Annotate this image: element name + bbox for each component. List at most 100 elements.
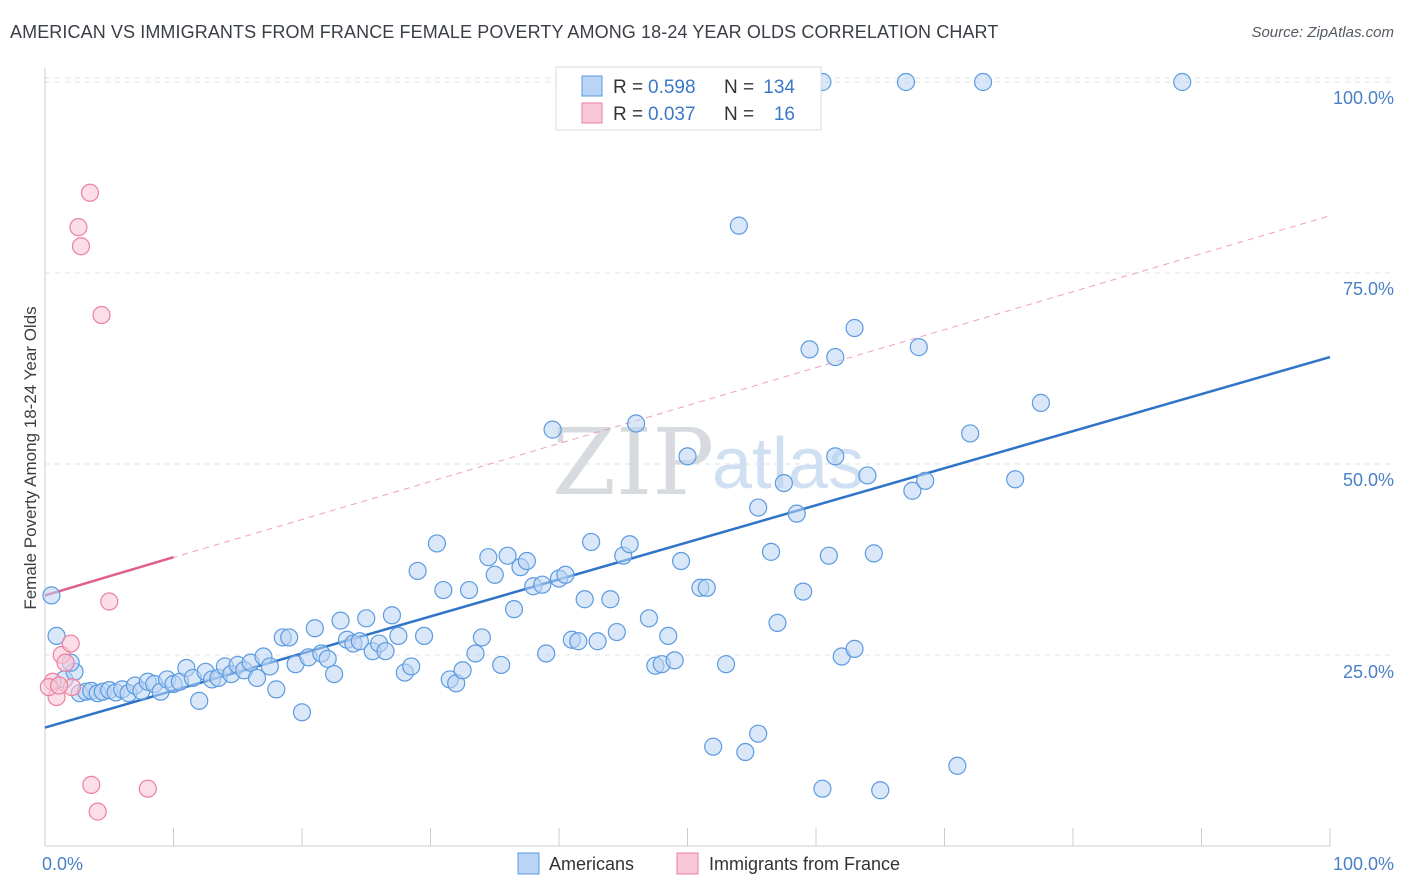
france-point xyxy=(88,802,107,821)
americans-point xyxy=(620,535,639,554)
france-point xyxy=(50,676,69,695)
correlation-legend: R = 0.598 N = 134 R = 0.037 N = 16 xyxy=(555,66,822,131)
americans-point xyxy=(427,534,447,553)
americans-point xyxy=(826,447,845,466)
americans-point xyxy=(357,609,376,628)
americans-point xyxy=(575,590,594,609)
y-axis-label: Female Poverty Among 18-24 Year Olds xyxy=(21,306,40,609)
legend-americans-r: 0.598 xyxy=(648,77,696,98)
americans-points xyxy=(42,72,1192,800)
legend-swatch-americans xyxy=(581,75,603,97)
france-points xyxy=(39,183,157,821)
americans-point xyxy=(582,532,601,552)
americans-point xyxy=(819,546,838,565)
americans-point xyxy=(813,779,832,798)
france-point xyxy=(138,779,157,798)
americans-point xyxy=(639,609,659,628)
americans-point xyxy=(1031,393,1050,412)
legend-r-label: R = xyxy=(613,77,643,98)
americans-point xyxy=(948,756,967,775)
americans-point xyxy=(794,582,813,601)
legend-n-label: N = xyxy=(724,77,754,98)
legend-r-label: R = xyxy=(613,104,643,125)
americans-point xyxy=(190,691,209,710)
americans-point xyxy=(588,632,607,651)
americans-point xyxy=(678,447,697,466)
americans-point xyxy=(533,575,552,594)
americans-point xyxy=(325,664,344,684)
americans-point xyxy=(826,347,845,367)
americans-point xyxy=(768,613,787,633)
grid xyxy=(45,77,1394,656)
americans-point xyxy=(305,619,324,638)
americans-point xyxy=(453,661,472,680)
americans-point xyxy=(665,651,684,670)
americans-point xyxy=(247,668,267,688)
americans-point xyxy=(697,578,716,597)
france-point xyxy=(56,653,75,672)
france-point xyxy=(61,634,80,653)
americans-point xyxy=(402,657,421,676)
legend-n-label: N = xyxy=(724,104,754,125)
americans-point xyxy=(543,420,562,439)
americans-point xyxy=(845,639,864,658)
americans-point xyxy=(761,542,781,561)
americans-point xyxy=(903,481,922,500)
americans-point xyxy=(916,471,935,490)
americans-point xyxy=(569,632,588,651)
americans-point xyxy=(472,628,491,647)
bottom-legend-france: Immigrants from France xyxy=(709,854,900,874)
france-point xyxy=(71,237,91,256)
americans-point xyxy=(871,781,890,800)
bottom-legend-swatch-france xyxy=(676,852,699,875)
americans-point xyxy=(704,737,723,756)
americans-point xyxy=(517,551,536,571)
france-point xyxy=(69,218,88,237)
americans-point xyxy=(537,644,556,663)
americans-point xyxy=(479,548,498,567)
americans-point xyxy=(504,600,524,619)
france-point xyxy=(82,775,101,794)
americans-point xyxy=(787,504,806,523)
americans-point xyxy=(434,580,453,600)
americans-point xyxy=(485,565,504,584)
americans-point xyxy=(729,216,749,235)
americans-point xyxy=(961,424,980,443)
americans-point xyxy=(466,644,485,663)
americans-point xyxy=(671,551,691,571)
y-tick-label: 25.0% xyxy=(1343,662,1394,682)
americans-point xyxy=(659,626,678,646)
americans-point xyxy=(260,657,279,676)
americans-point xyxy=(864,544,883,563)
americans-point xyxy=(858,466,877,485)
france-trend-line xyxy=(44,556,174,597)
france-point xyxy=(92,305,111,325)
y-tick-label: 100.0% xyxy=(1333,88,1394,108)
france-point xyxy=(100,592,119,611)
americans-point xyxy=(389,626,408,646)
x-tick-label-max: 100.0% xyxy=(1333,854,1394,874)
bottom-legend-swatch-americans xyxy=(517,852,540,875)
legend-swatch-france xyxy=(581,102,603,124)
americans-point xyxy=(800,340,819,359)
americans-point xyxy=(845,318,864,338)
chart-title: AMERICAN VS IMMIGRANTS FROM FRANCE FEMAL… xyxy=(10,22,999,42)
americans-point xyxy=(408,561,427,581)
americans-point xyxy=(973,72,993,92)
americans-point xyxy=(267,680,286,699)
france-trend-extension xyxy=(44,215,1331,596)
legend-france-r: 0.037 xyxy=(648,104,696,125)
americans-point xyxy=(318,649,337,668)
americans-point xyxy=(292,703,312,722)
americans-point xyxy=(382,606,402,625)
americans-point xyxy=(42,586,61,605)
france-point xyxy=(80,183,100,202)
americans-point xyxy=(498,546,517,565)
americans-point xyxy=(280,628,299,647)
americans-point xyxy=(626,414,646,433)
y-tick-label: 50.0% xyxy=(1343,470,1394,490)
americans-point xyxy=(736,742,755,762)
americans-point xyxy=(350,632,369,651)
axes xyxy=(44,68,1331,847)
